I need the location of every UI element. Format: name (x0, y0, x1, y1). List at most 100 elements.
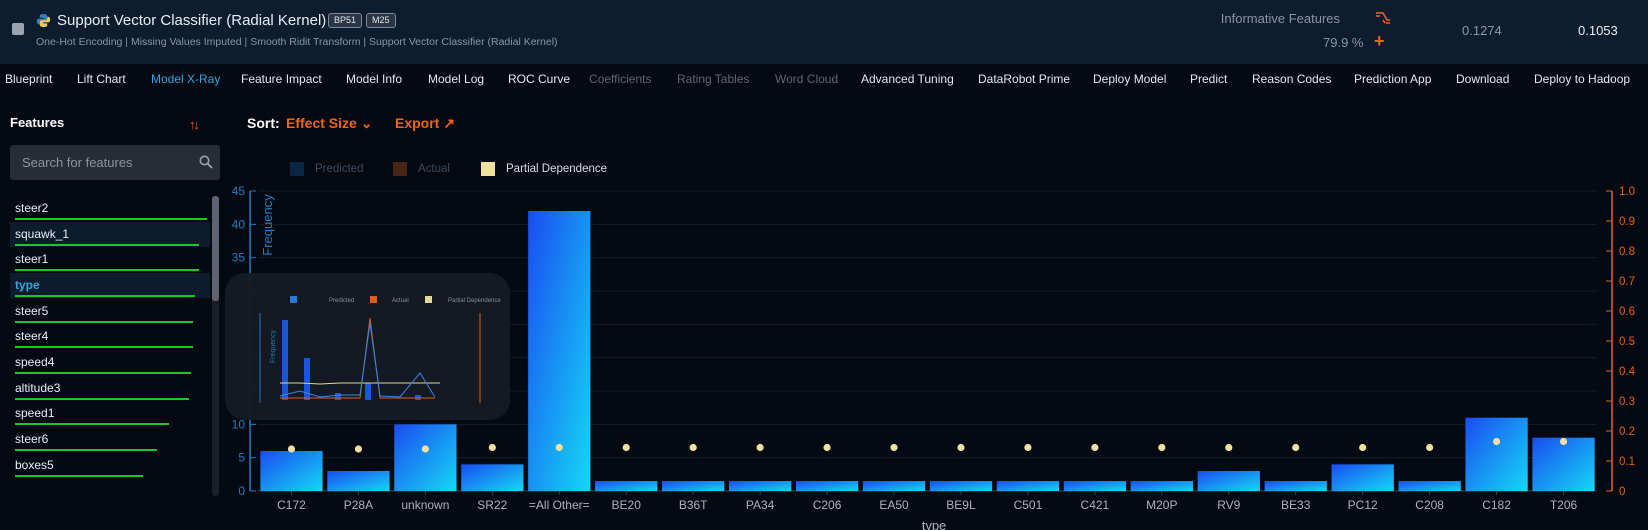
partial-dependence-point (1091, 443, 1099, 452)
feature-name: speed1 (15, 406, 55, 420)
tab-reason-codes[interactable]: Reason Codes (1252, 72, 1332, 86)
feature-item-speed4[interactable]: speed4 (10, 350, 210, 375)
model-tabs: Blueprint Lift Chart Model X-Ray Feature… (0, 64, 1648, 94)
partial-dependence-point (1024, 443, 1032, 452)
tab-lift-chart[interactable]: Lift Chart (77, 72, 126, 86)
tab-word-cloud[interactable]: Word Cloud (775, 72, 839, 86)
partial-dependence-point (287, 445, 296, 453)
partial-dependence-point (1158, 443, 1166, 452)
x-tick-label: PA34 (746, 498, 775, 512)
search-icon[interactable] (199, 155, 213, 169)
chevron-down-icon: ⌄ (360, 115, 373, 131)
tab-deploy-to-hadoop[interactable]: Deploy to Hadoop (1534, 72, 1631, 86)
y-tick-label: 10 (232, 417, 246, 431)
x-tick-label: BE9L (946, 498, 976, 512)
legend-predicted-label[interactable]: Predicted (315, 163, 364, 175)
partial-dependence-point (622, 443, 630, 452)
partial-dependence-point (488, 443, 496, 452)
feature-item-altitude3[interactable]: altitude3 (10, 376, 210, 401)
feature-item-steer6[interactable]: steer6 (10, 427, 210, 452)
y2-tick-label: 0.5 (1619, 336, 1635, 348)
partial-dependence-point (890, 443, 898, 452)
tab-model-info[interactable]: Model Info (346, 72, 403, 86)
tab-advanced-tuning[interactable]: Advanced Tuning (861, 72, 954, 86)
y-axis-label: Frequency (260, 194, 275, 256)
thumb-bar (335, 393, 341, 400)
partial-dependence-point (1426, 443, 1434, 452)
sort-order-icon[interactable]: ↑↓ (189, 117, 200, 132)
tab-blueprint[interactable]: Blueprint (5, 72, 53, 86)
feature-item-type[interactable]: type (10, 273, 210, 298)
legend-actual-label[interactable]: Actual (418, 163, 450, 175)
thumb-legend-pd-swatch (425, 296, 432, 303)
tab-prediction-app[interactable]: Prediction App (1354, 72, 1432, 86)
chart-thumbnail-preview[interactable]: Predicted Actual Partial Dependence Freq… (225, 273, 510, 420)
tab-rating-tables[interactable]: Rating Tables (677, 72, 750, 86)
thumb-legend-actual-label: Actual (392, 298, 409, 304)
x-tick-label: BE33 (1281, 498, 1311, 512)
bar-c501 (996, 481, 1060, 491)
tab-deploy-model[interactable]: Deploy Model (1093, 72, 1167, 86)
partial-dependence-point (756, 443, 764, 452)
legend-partial-dependence-swatch[interactable] (481, 162, 495, 176)
partial-dependence-point (957, 443, 965, 452)
thumb-bar (365, 383, 371, 400)
legend-actual-swatch[interactable] (393, 162, 407, 176)
feature-impact-bar (15, 321, 193, 323)
feature-list-icon[interactable] (1375, 11, 1391, 25)
bar-ea50 (862, 481, 926, 491)
feature-list-scroll-thumb[interactable] (212, 196, 219, 301)
tab-download[interactable]: Download (1456, 72, 1510, 86)
feature-item-steer4[interactable]: steer4 (10, 324, 210, 349)
partial-dependence-point (1225, 443, 1233, 452)
feature-name: squawk_1 (15, 227, 70, 241)
tab-predict[interactable]: Predict (1190, 72, 1228, 86)
x-tick-label: C182 (1482, 498, 1511, 512)
thumb-predicted-line (279, 322, 436, 398)
feature-item-steer1[interactable]: steer1 (10, 247, 210, 272)
bar-m20p (1130, 481, 1193, 491)
bar-c182 (1465, 417, 1528, 491)
sort-dropdown[interactable]: Effect Size ⌄ (286, 115, 372, 132)
feature-item-steer2[interactable]: steer2 (10, 196, 210, 221)
tab-coefficients[interactable]: Coefficients (589, 72, 652, 86)
tab-roc-curve[interactable]: ROC Curve (508, 72, 571, 86)
sort-label: Sort: (247, 115, 280, 131)
model-number-badge: M25 (366, 13, 396, 28)
tab-model-log[interactable]: Model Log (428, 72, 485, 86)
add-sample-icon[interactable]: + (1374, 31, 1385, 51)
feature-list-scrollbar[interactable] (212, 196, 219, 496)
x-tick-label: T206 (1550, 498, 1578, 512)
model-title: Support Vector Classifier (Radial Kernel… (57, 12, 327, 29)
x-tick-label: unknown (401, 498, 449, 512)
x-axis-label: type (922, 518, 947, 530)
y-tick-label: 40 (232, 217, 246, 231)
feature-item-squawk-1[interactable]: squawk_1 (10, 222, 210, 247)
feature-impact-bar (15, 449, 157, 451)
model-header: Support Vector Classifier (Radial Kernel… (0, 0, 1648, 64)
legend-predicted-swatch[interactable] (290, 162, 304, 176)
bar-c421 (1063, 481, 1127, 491)
feature-item-boxes5[interactable]: boxes5 (10, 453, 210, 478)
thumb-actual-line (280, 317, 435, 399)
legend-partial-dependence-label[interactable]: Partial Dependence (506, 163, 608, 175)
thumb-pd-line (280, 382, 440, 385)
export-button[interactable]: Export ↗ (395, 115, 455, 132)
y2-tick-label: 0 (1619, 486, 1625, 498)
feature-item-steer5[interactable]: steer5 (10, 299, 210, 324)
feature-impact-bar (15, 475, 143, 477)
feature-list-label[interactable]: Informative Features (1220, 11, 1340, 26)
y2-tick-label: 0.6 (1619, 306, 1635, 318)
tab-model-x-ray[interactable]: Model X-Ray (151, 72, 221, 86)
partial-dependence-point (354, 445, 363, 453)
model-select-checkbox[interactable] (12, 23, 24, 35)
bar-b36t (662, 481, 725, 491)
feature-item-speed1[interactable]: speed1 (10, 401, 210, 426)
y2-tick-label: 0.8 (1619, 246, 1635, 258)
search-input[interactable] (10, 145, 220, 180)
x-tick-label: PC12 (1348, 498, 1378, 512)
bar-unknown (394, 424, 457, 491)
tab-feature-impact[interactable]: Feature Impact (241, 72, 322, 86)
y2-tick-label: 0.2 (1619, 426, 1635, 438)
tab-datarobot-prime[interactable]: DataRobot Prime (978, 72, 1071, 86)
